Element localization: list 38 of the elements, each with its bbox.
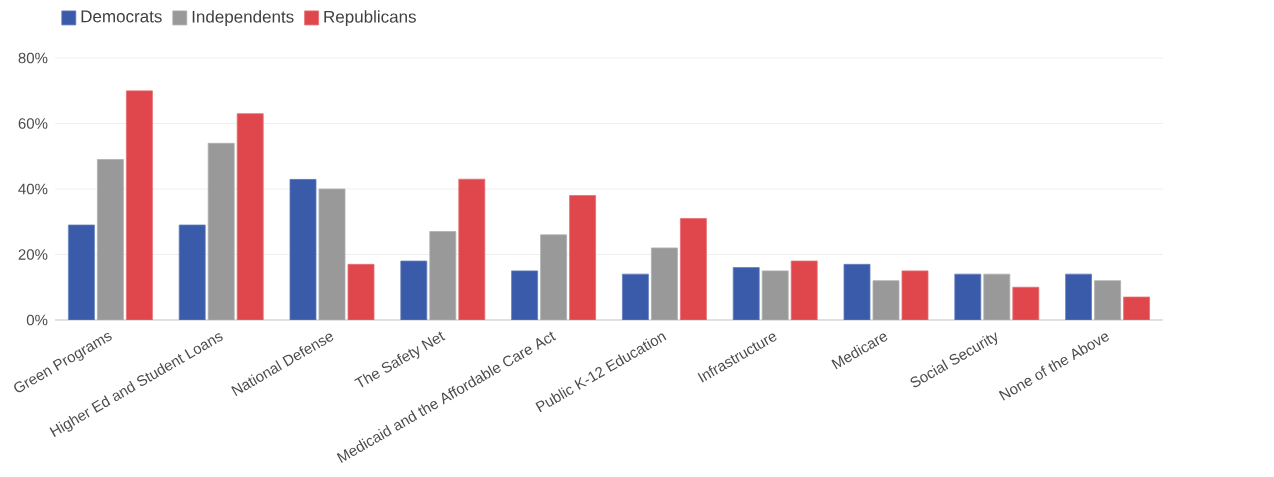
bar bbox=[429, 231, 457, 320]
bar bbox=[761, 270, 789, 320]
bar bbox=[1065, 273, 1093, 320]
bar bbox=[569, 195, 597, 320]
legend-label: Independents bbox=[192, 10, 294, 27]
bar bbox=[236, 113, 264, 320]
bar bbox=[843, 263, 871, 320]
bar bbox=[400, 260, 428, 320]
bar bbox=[289, 178, 317, 320]
bar bbox=[540, 234, 568, 320]
bar bbox=[511, 270, 539, 320]
bar bbox=[178, 224, 206, 320]
bar bbox=[901, 270, 929, 320]
bar bbox=[1012, 286, 1040, 320]
y-tick-label: 0% bbox=[26, 314, 48, 326]
bar bbox=[207, 142, 235, 320]
bar bbox=[1094, 280, 1122, 320]
bar bbox=[680, 218, 707, 320]
bar bbox=[983, 273, 1011, 320]
y-tick-label: 60% bbox=[18, 118, 48, 129]
bar bbox=[872, 280, 900, 320]
bar bbox=[954, 273, 982, 320]
bar bbox=[97, 159, 124, 320]
bar bbox=[318, 188, 346, 320]
y-tick-label: 80% bbox=[18, 52, 48, 64]
bar bbox=[347, 263, 375, 320]
bar bbox=[732, 267, 760, 320]
bar bbox=[622, 273, 649, 320]
bar bbox=[126, 90, 153, 320]
bar bbox=[68, 224, 95, 320]
y-tick-label: 40% bbox=[18, 183, 48, 195]
legend-label: Republicans bbox=[324, 10, 416, 27]
legend-label: Democrats bbox=[81, 10, 162, 23]
bar bbox=[790, 260, 818, 320]
bar bbox=[651, 247, 678, 320]
bar bbox=[1123, 296, 1151, 320]
bar bbox=[458, 178, 486, 320]
y-tick-label: 20% bbox=[18, 249, 48, 260]
